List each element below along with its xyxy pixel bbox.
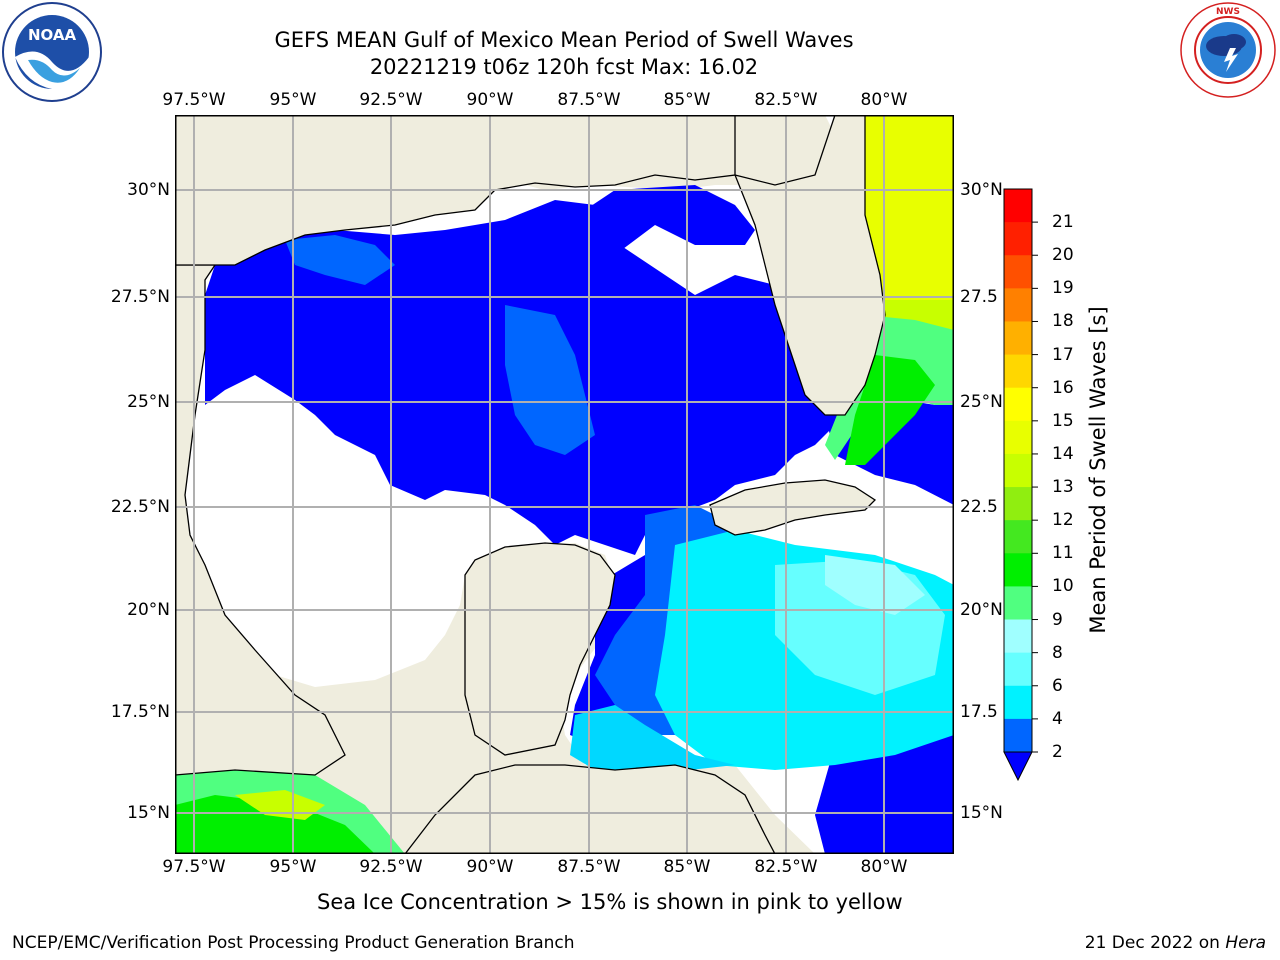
chart-subtitle: 20221219 t06z 120h fcst Max: 16.02 [369, 55, 759, 79]
colorbar-frame [1003, 188, 1033, 753]
colorbar-tick-label: 2 [1052, 742, 1063, 762]
noaa-logo: NOAA [2, 2, 102, 102]
colorbar-tick-label: 14 [1052, 443, 1074, 464]
colorbar-extend-arrow [1003, 751, 1033, 782]
swell-region-atlantic-bright-green [845, 355, 935, 465]
colorbar-tick-label: 8 [1052, 642, 1063, 663]
swell-region-blue-2 [285, 235, 395, 285]
swell-region-pale-cyan [825, 555, 925, 615]
colorbar-tick-label: 19 [1052, 278, 1074, 299]
lon-label-top: 90°W [466, 90, 514, 110]
map-svg [175, 115, 954, 854]
colorbar-tick-label: 6 [1052, 675, 1063, 696]
chart-title: GEFS MEAN Gulf of Mexico Mean Period of … [274, 28, 854, 52]
lon-label-bottom: 87.5°W [557, 857, 621, 877]
lon-label-bottom: 92.5°W [359, 857, 423, 877]
colorbar-swatch [1004, 453, 1032, 488]
colorbar-swatch [1004, 189, 1032, 223]
lon-label-top: 80°W [860, 90, 908, 110]
lat-label-right: 30°N [960, 180, 1003, 200]
footer-date-text: 21 Dec 2022 on [1084, 933, 1226, 953]
swell-region-cyan-dark [570, 705, 735, 775]
lat-label-right: 15°N [960, 803, 1003, 823]
colorbar-swatch [1004, 222, 1032, 256]
svg-text:NWS: NWS [1216, 7, 1240, 17]
colorbar-swatch [1004, 354, 1032, 389]
lat-label-left: 25°N [127, 392, 170, 412]
lat-label-right: 25°N [960, 392, 1003, 412]
footer-credit: NCEP/EMC/Verification Post Processing Pr… [12, 933, 575, 953]
colorbar-swatch [1004, 487, 1032, 521]
lat-label-left: 27.5°N [110, 287, 170, 307]
colorbar-swatch [1004, 288, 1032, 322]
colorbar-tick-label: 12 [1052, 510, 1074, 531]
swell-region-pacific-bright-green [175, 795, 375, 854]
lat-label-right: 20°N [960, 600, 1003, 620]
lat-label-left: 15°N [127, 803, 170, 823]
lon-label-top: 92.5°W [359, 90, 423, 110]
swell-region-deep-blue-north [585, 185, 755, 255]
lat-label-left: 20°N [127, 600, 170, 620]
colorbar-label: Mean Period of Swell Waves [s] [1086, 306, 1110, 634]
nws-logo: NWS [1180, 2, 1276, 98]
lat-label-right: 27.5 [960, 287, 998, 307]
colorbar-tick-label: 9 [1052, 609, 1063, 630]
lon-label-bottom: 80°W [860, 857, 908, 877]
colorbar-swatch [1004, 321, 1032, 356]
lon-label-top: 82.5°W [754, 90, 818, 110]
lon-label-bottom: 90°W [466, 857, 514, 877]
colorbar-svg [1003, 188, 1038, 782]
colorbar-tick-label: 18 [1052, 311, 1074, 332]
colorbar-tick-label: 20 [1052, 245, 1074, 266]
footer-date: 21 Dec 2022 on Hera [1085, 933, 1266, 953]
footer-host: Hera [1225, 933, 1266, 953]
lon-label-bottom: 95°W [269, 857, 317, 877]
lat-label-right: 22.5 [960, 497, 998, 517]
colorbar-swatch [1004, 255, 1032, 289]
colorbar-swatch [1004, 619, 1032, 654]
lat-label-left: 22.5°N [110, 497, 170, 517]
lon-label-bottom: 85°W [663, 857, 711, 877]
graticule [175, 115, 954, 854]
colorbar-tick-label: 16 [1052, 377, 1074, 398]
colorbar-tick-label: 11 [1052, 543, 1074, 564]
lon-label-bottom: 97.5°W [162, 857, 226, 877]
colorbar-swatch [1004, 520, 1032, 554]
colorbar-swatch [1004, 586, 1032, 621]
colorbar-tick-label: 4 [1052, 708, 1063, 729]
colorbar-tick-label: 17 [1052, 344, 1074, 365]
yucatan-land [464, 542, 616, 756]
colorbar-tick-label: 10 [1052, 576, 1074, 597]
colorbar-tick-label: 21 [1052, 212, 1074, 233]
swell-region-blue [505, 305, 595, 455]
noaa-logo-text: NOAA [28, 26, 77, 44]
colorbar-tick-label: 13 [1052, 477, 1074, 498]
lon-label-top: 95°W [269, 90, 317, 110]
lat-label-left: 17.5°N [110, 702, 170, 722]
colorbar-swatch [1004, 387, 1032, 422]
colorbar-swatch [1004, 553, 1032, 587]
lat-label-left: 30°N [127, 180, 170, 200]
lat-label-right: 17.5 [960, 702, 998, 722]
colorbar-swatch [1004, 718, 1032, 753]
map-panel [175, 115, 954, 854]
colorbar-swatch [1004, 652, 1032, 687]
colorbar-swatch [1004, 685, 1032, 720]
colorbar-swatch [1004, 420, 1032, 455]
sea-ice-note: Sea Ice Concentration > 15% is shown in … [317, 890, 903, 914]
colorbar-tick-label: 15 [1052, 410, 1074, 431]
lon-label-top: 97.5°W [162, 90, 226, 110]
map-frame [175, 115, 954, 854]
lon-label-top: 85°W [663, 90, 711, 110]
lon-label-top: 87.5°W [557, 90, 621, 110]
colorbar [1000, 185, 1050, 785]
lon-label-bottom: 82.5°W [754, 857, 818, 877]
